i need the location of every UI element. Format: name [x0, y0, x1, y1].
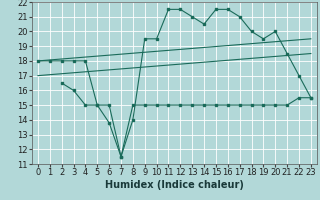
X-axis label: Humidex (Indice chaleur): Humidex (Indice chaleur): [105, 180, 244, 190]
